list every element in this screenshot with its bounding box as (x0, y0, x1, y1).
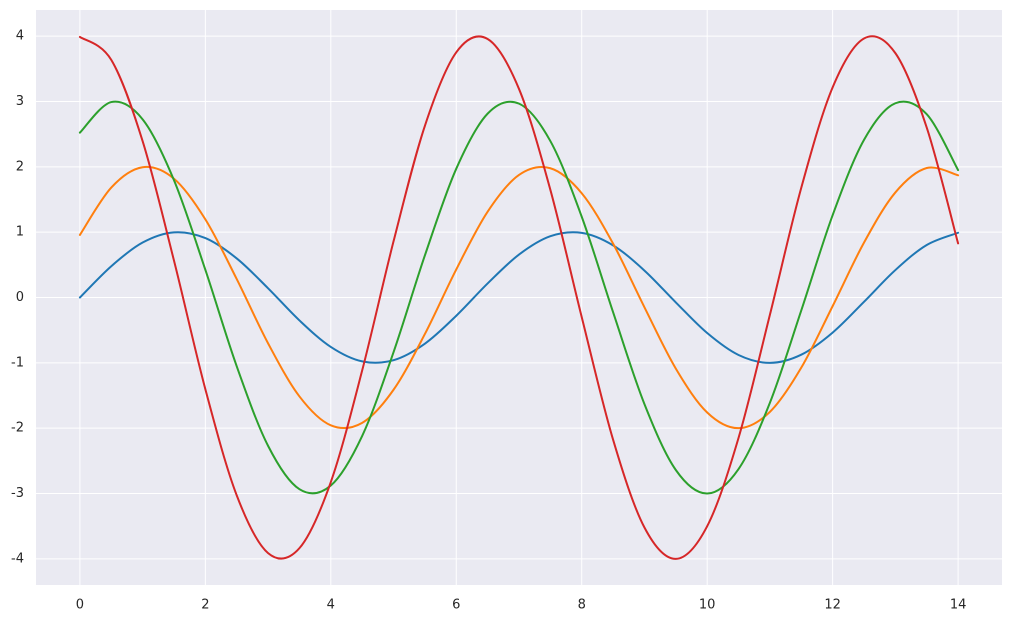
x-tick-label: 8 (578, 598, 586, 613)
x-tick-label: 12 (824, 598, 841, 613)
y-tick-label: -1 (11, 355, 24, 370)
x-tick-label: 10 (699, 598, 716, 613)
y-tick-label: 3 (16, 94, 24, 109)
y-tick-label: -2 (11, 421, 24, 436)
x-tick-label: 6 (452, 598, 460, 613)
x-tick-label: 2 (201, 598, 209, 613)
series-line (78, 100, 960, 495)
y-tick-label: 1 (16, 225, 24, 240)
y-tick-label: -3 (11, 486, 24, 501)
y-tick-label: -4 (11, 551, 24, 566)
x-tick-label: 0 (76, 598, 84, 613)
x-tick-label: 14 (950, 598, 967, 613)
y-tick-label: 4 (16, 29, 24, 44)
series-line (78, 35, 960, 560)
series-line (78, 165, 960, 430)
x-tick-label: 4 (327, 598, 335, 613)
y-tick-label: 0 (16, 290, 24, 305)
y-tick-label: 2 (16, 159, 24, 174)
